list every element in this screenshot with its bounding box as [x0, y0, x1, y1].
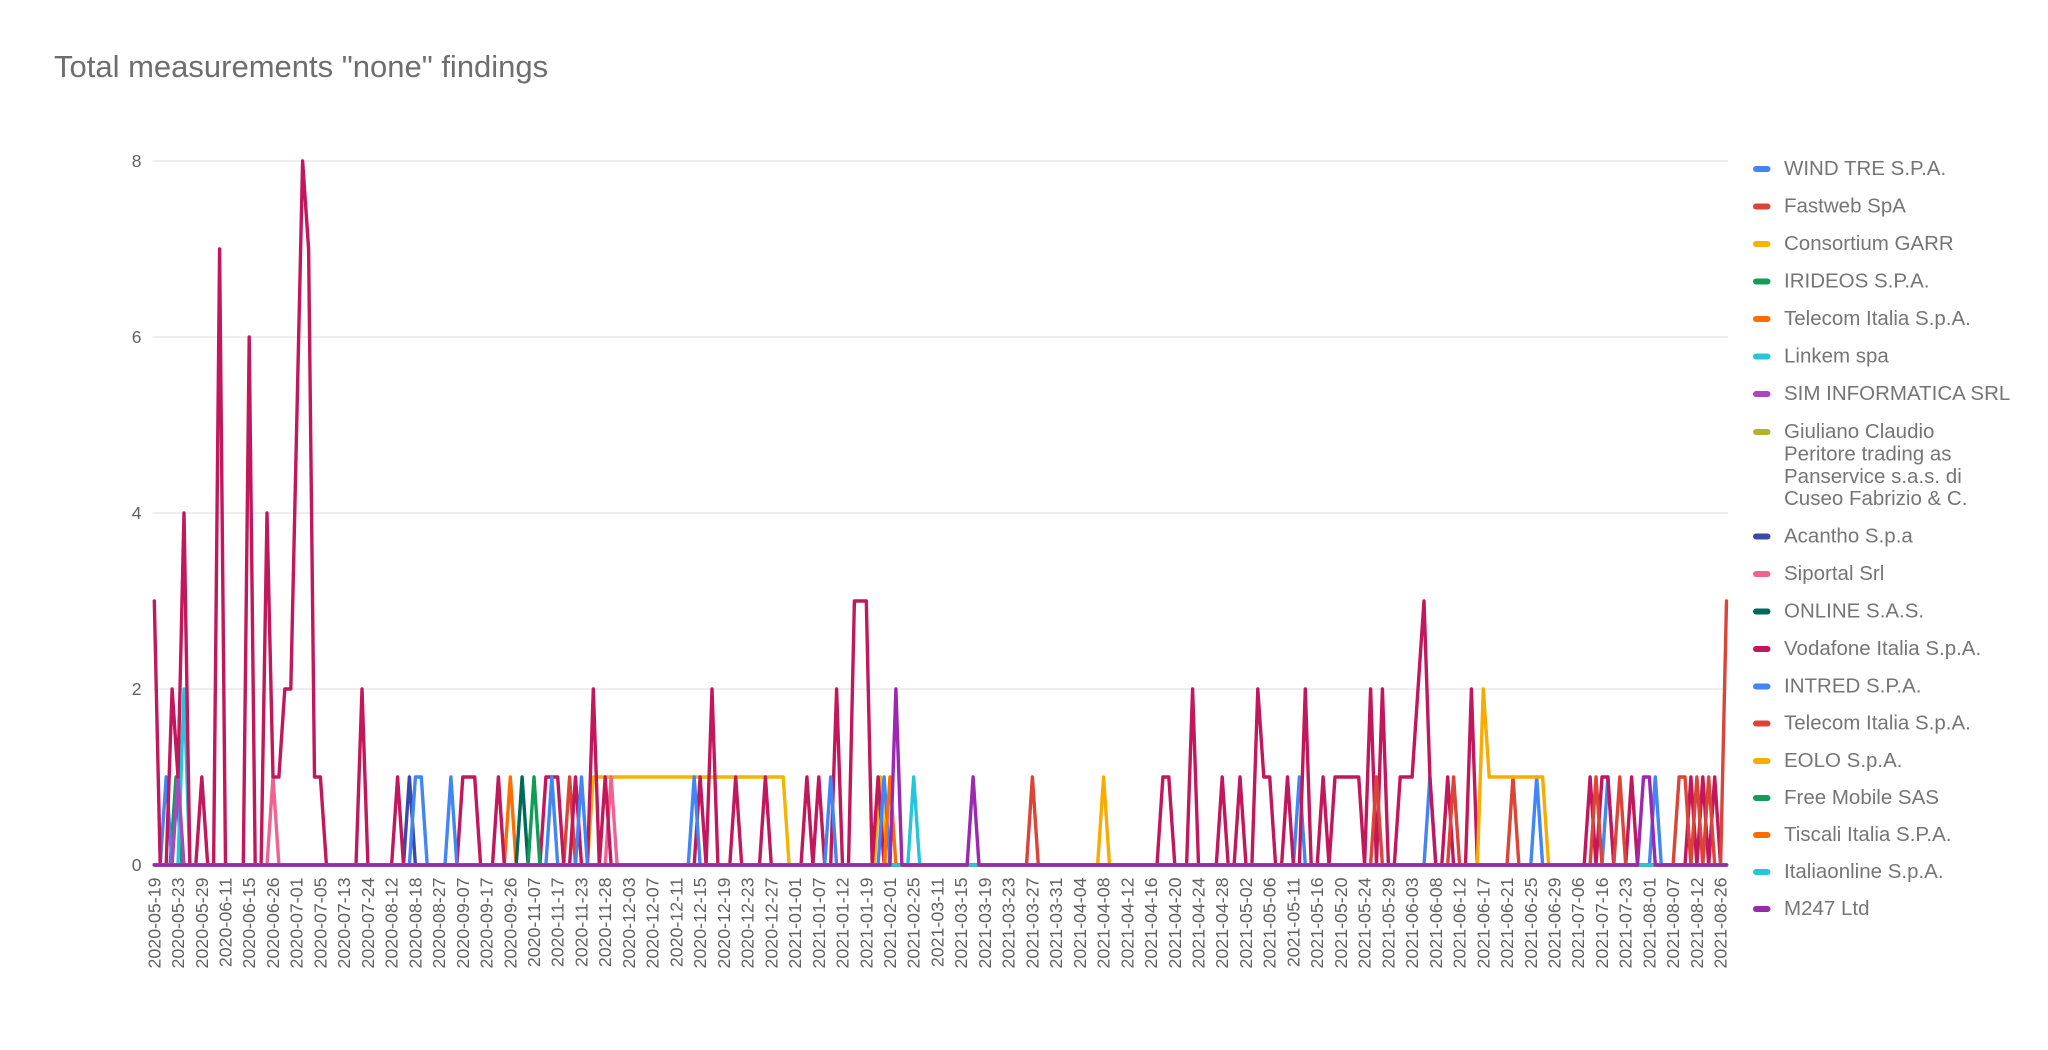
svg-text:WIND TRE S.P.A.: WIND TRE S.P.A. — [1784, 157, 1946, 180]
svg-text:2021-05-02: 2021-05-02 — [1236, 878, 1256, 969]
svg-text:2020-12-07: 2020-12-07 — [643, 878, 663, 969]
svg-text:2021-03-15: 2021-03-15 — [951, 877, 971, 968]
svg-text:2020-09-26: 2020-09-26 — [500, 877, 520, 968]
svg-text:2021-06-03: 2021-06-03 — [1402, 877, 1422, 968]
svg-text:EOLO S.p.A.: EOLO S.p.A. — [1784, 749, 1903, 772]
svg-text:2021-03-27: 2021-03-27 — [1022, 878, 1042, 969]
svg-text:2020-05-23: 2020-05-23 — [168, 877, 188, 968]
svg-text:2021-05-11: 2021-05-11 — [1283, 877, 1303, 967]
svg-text:2021-07-23: 2021-07-23 — [1616, 877, 1636, 968]
svg-text:2020-06-15: 2020-06-15 — [239, 877, 259, 968]
svg-text:4: 4 — [132, 503, 142, 523]
svg-text:INTRED S.P.A.: INTRED S.P.A. — [1784, 675, 1921, 698]
svg-text:2021-06-25: 2021-06-25 — [1521, 877, 1541, 968]
svg-text:2021-02-01: 2021-02-01 — [880, 877, 900, 968]
svg-text:2021-01-01: 2021-01-01 — [785, 877, 805, 968]
svg-text:Vodafone Italia S.p.A.: Vodafone Italia S.p.A. — [1784, 637, 1981, 660]
svg-text:2020-06-11: 2020-06-11 — [216, 877, 236, 967]
svg-text:Giuliano Claudio: Giuliano Claudio — [1784, 420, 1934, 443]
svg-text:2021-06-17: 2021-06-17 — [1473, 878, 1493, 969]
svg-text:2021-05-06: 2021-05-06 — [1260, 877, 1280, 968]
svg-text:2021-07-16: 2021-07-16 — [1592, 877, 1612, 968]
svg-text:Panservice s.a.s. di: Panservice s.a.s. di — [1784, 465, 1962, 488]
svg-text:Siportal Srl: Siportal Srl — [1784, 562, 1884, 585]
svg-text:2021-06-29: 2021-06-29 — [1545, 877, 1565, 968]
svg-text:2020-08-27: 2020-08-27 — [429, 878, 449, 969]
svg-text:2021-05-16: 2021-05-16 — [1307, 877, 1327, 968]
svg-text:2020-12-27: 2020-12-27 — [761, 878, 781, 969]
svg-text:2020-11-17: 2020-11-17 — [548, 878, 568, 968]
svg-text:8: 8 — [132, 151, 142, 171]
svg-text:2021-03-23: 2021-03-23 — [999, 877, 1019, 968]
svg-text:2020-12-15: 2020-12-15 — [690, 877, 710, 968]
svg-text:2021-03-11: 2021-03-11 — [928, 877, 948, 967]
svg-text:Cuseo Fabrizio & C.: Cuseo Fabrizio & C. — [1784, 487, 1967, 510]
svg-text:2021-01-19: 2021-01-19 — [856, 877, 876, 968]
svg-text:6: 6 — [132, 327, 142, 347]
svg-text:2021-04-08: 2021-04-08 — [1094, 877, 1114, 968]
svg-text:Total measurements "none" find: Total measurements "none" findings — [54, 49, 548, 84]
svg-text:Telecom Italia S.p.A.: Telecom Italia S.p.A. — [1784, 712, 1971, 735]
svg-text:2021-04-04: 2021-04-04 — [1070, 877, 1090, 968]
svg-text:2021-04-20: 2021-04-20 — [1165, 877, 1185, 968]
svg-text:2020-06-26: 2020-06-26 — [263, 877, 283, 968]
svg-text:Telecom Italia S.p.A.: Telecom Italia S.p.A. — [1784, 307, 1971, 330]
svg-text:Peritore trading as: Peritore trading as — [1784, 442, 1952, 465]
svg-text:2020-11-23: 2020-11-23 — [572, 877, 592, 967]
svg-text:Free Mobile SAS: Free Mobile SAS — [1784, 786, 1939, 809]
svg-text:2020-07-13: 2020-07-13 — [334, 877, 354, 968]
svg-text:2021-02-25: 2021-02-25 — [904, 877, 924, 968]
svg-text:2020-12-03: 2020-12-03 — [619, 877, 639, 968]
svg-text:2020-05-19: 2020-05-19 — [144, 877, 164, 968]
svg-text:Fastweb SpA: Fastweb SpA — [1784, 195, 1906, 218]
svg-text:2020-07-24: 2020-07-24 — [358, 877, 378, 968]
svg-text:2021-04-12: 2021-04-12 — [1117, 878, 1137, 969]
svg-text:2021-04-16: 2021-04-16 — [1141, 877, 1161, 968]
svg-text:0: 0 — [132, 855, 142, 875]
svg-text:2020-09-17: 2020-09-17 — [477, 878, 497, 969]
svg-text:2021-08-26: 2021-08-26 — [1711, 877, 1731, 968]
svg-text:Linkem spa: Linkem spa — [1784, 345, 1889, 368]
svg-text:2020-12-11: 2020-12-11 — [666, 877, 686, 967]
svg-text:2020-05-29: 2020-05-29 — [192, 877, 212, 968]
svg-text:2021-06-21: 2021-06-21 — [1497, 877, 1517, 968]
svg-text:2020-12-23: 2020-12-23 — [738, 877, 758, 968]
svg-text:2020-09-07: 2020-09-07 — [453, 878, 473, 969]
svg-text:Consortium GARR: Consortium GARR — [1784, 232, 1954, 255]
svg-text:2020-12-19: 2020-12-19 — [714, 877, 734, 968]
svg-text:M247 Ltd: M247 Ltd — [1784, 897, 1869, 920]
svg-text:2021-06-12: 2021-06-12 — [1450, 878, 1470, 969]
svg-text:2020-11-28: 2020-11-28 — [595, 877, 615, 967]
svg-text:2021-08-01: 2021-08-01 — [1639, 877, 1659, 968]
svg-text:2021-04-28: 2021-04-28 — [1212, 877, 1232, 968]
svg-text:Italiaonline S.p.A.: Italiaonline S.p.A. — [1784, 860, 1944, 883]
svg-text:2021-05-20: 2021-05-20 — [1331, 877, 1351, 968]
svg-text:2020-11-07: 2020-11-07 — [524, 878, 544, 968]
svg-text:2021-01-07: 2021-01-07 — [809, 878, 829, 969]
svg-text:2021-08-07: 2021-08-07 — [1663, 878, 1683, 969]
svg-text:2020-08-18: 2020-08-18 — [405, 877, 425, 968]
svg-text:2021-05-29: 2021-05-29 — [1378, 877, 1398, 968]
svg-text:SIM INFORMATICA SRL: SIM INFORMATICA SRL — [1784, 382, 2010, 405]
svg-text:2021-07-06: 2021-07-06 — [1568, 877, 1588, 968]
svg-text:2021-04-24: 2021-04-24 — [1189, 877, 1209, 968]
svg-text:2021-06-08: 2021-06-08 — [1426, 877, 1446, 968]
svg-text:2: 2 — [132, 679, 142, 699]
svg-text:Acantho S.p.a: Acantho S.p.a — [1784, 525, 1913, 548]
svg-text:2020-08-12: 2020-08-12 — [382, 878, 402, 969]
svg-text:2020-07-05: 2020-07-05 — [310, 877, 330, 968]
svg-text:Tiscali Italia S.P.A.: Tiscali Italia S.P.A. — [1784, 823, 1951, 846]
svg-text:2021-01-12: 2021-01-12 — [833, 878, 853, 969]
svg-text:2021-05-24: 2021-05-24 — [1355, 877, 1375, 968]
svg-text:2021-03-19: 2021-03-19 — [975, 877, 995, 968]
svg-text:2021-03-31: 2021-03-31 — [1046, 877, 1066, 968]
svg-text:2020-07-01: 2020-07-01 — [287, 877, 307, 968]
svg-text:IRIDEOS S.P.A.: IRIDEOS S.P.A. — [1784, 270, 1929, 293]
svg-text:2021-08-12: 2021-08-12 — [1687, 878, 1707, 969]
svg-text:ONLINE S.A.S.: ONLINE S.A.S. — [1784, 600, 1924, 623]
